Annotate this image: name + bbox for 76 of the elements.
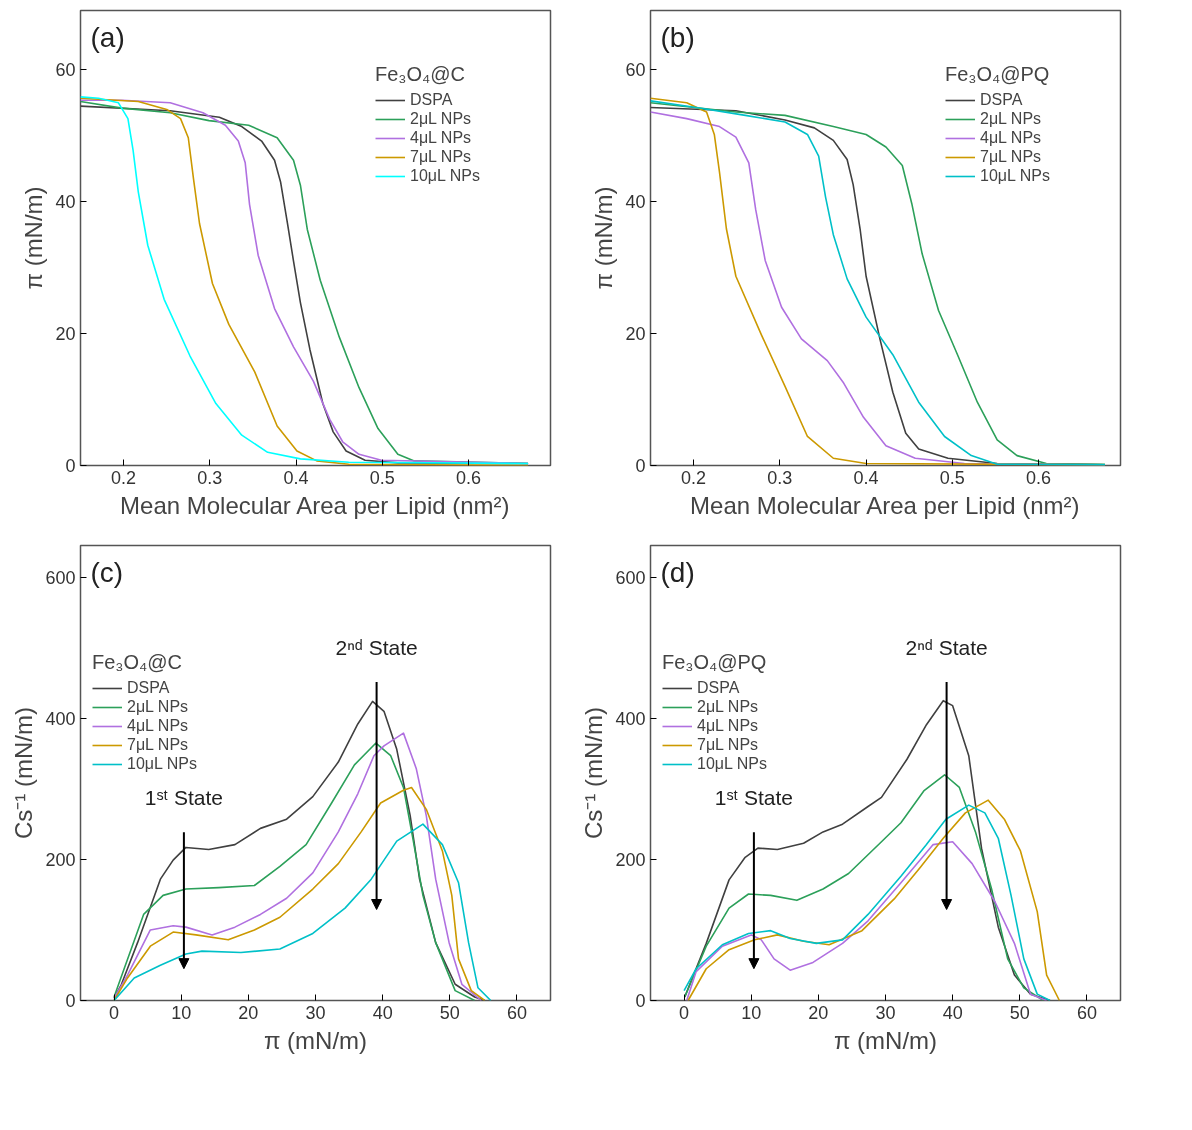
x-tick-label: 50 — [1009, 1002, 1030, 1023]
x-tick-label: 0 — [679, 1002, 690, 1023]
legend-title: Fe₃O₄@PQ — [945, 63, 1050, 86]
annotation: 2ⁿᵈ State — [905, 636, 988, 660]
legend-title: Fe₃O₄@C — [375, 63, 466, 86]
x-tick-label: 0.4 — [283, 467, 309, 488]
legend-label: 4μL NPs — [127, 717, 189, 735]
chart-title: (d) — [660, 556, 695, 588]
x-axis-title: Mean Molecular Area per Lipid (nm²) — [690, 491, 1080, 519]
x-tick-label: 60 — [506, 1002, 527, 1023]
x-tick-label: 0 — [109, 1002, 120, 1023]
y-axis-title: Cs⁻¹ (mN/m) — [580, 707, 608, 839]
chart-title: (a) — [90, 21, 125, 53]
y-axis-title: π (mN/m) — [20, 186, 48, 290]
chart-title: (c) — [90, 556, 124, 588]
y-tick-label: 60 — [625, 60, 646, 81]
x-tick-label: 20 — [808, 1002, 829, 1023]
legend-label: DSPA — [980, 91, 1023, 109]
legend-label: DSPA — [127, 679, 170, 697]
x-tick-label: 30 — [875, 1002, 896, 1023]
x-tick-label: 0.5 — [369, 467, 395, 488]
legend-label: 7μL NPs — [697, 736, 759, 754]
chart-title: (b) — [660, 21, 695, 53]
x-axis-title: π (mN/m) — [263, 1026, 368, 1054]
annotation: 1ˢᵗ State — [714, 786, 794, 810]
legend-label: 2μL NPs — [697, 698, 759, 716]
x-tick-label: 40 — [372, 1002, 393, 1023]
y-tick-label: 40 — [55, 192, 76, 213]
x-tick-label: 0.3 — [197, 467, 223, 488]
y-tick-label: 40 — [625, 192, 646, 213]
x-tick-label: 0.2 — [111, 467, 137, 488]
legend-label: 2μL NPs — [127, 698, 189, 716]
x-axis-title: π (mN/m) — [833, 1026, 938, 1054]
y-tick-label: 60 — [55, 60, 76, 81]
legend-label: 7μL NPs — [127, 736, 189, 754]
legend-label: 4μL NPs — [410, 129, 472, 147]
x-tick-label: 0.2 — [681, 467, 707, 488]
y-axis-title: π (mN/m) — [590, 186, 618, 290]
y-tick-label: 400 — [615, 708, 646, 729]
legend-label: 10μL NPs — [980, 167, 1050, 185]
legend-label: DSPA — [410, 91, 453, 109]
y-tick-label: 400 — [45, 708, 76, 729]
y-axis-title: Cs⁻¹ (mN/m) — [10, 707, 38, 839]
legend-label: 2μL NPs — [980, 110, 1042, 128]
x-tick-label: 0.3 — [767, 467, 793, 488]
x-tick-label: 10 — [741, 1002, 762, 1023]
legend-label: DSPA — [697, 679, 740, 697]
x-tick-label: 0.4 — [853, 467, 879, 488]
x-tick-label: 20 — [238, 1002, 259, 1023]
legend-label: 7μL NPs — [980, 148, 1042, 166]
x-tick-label: 0.6 — [456, 467, 482, 488]
y-tick-label: 600 — [615, 567, 646, 588]
legend-label: 10μL NPs — [127, 755, 197, 773]
x-tick-label: 30 — [305, 1002, 326, 1023]
y-tick-label: 600 — [45, 567, 76, 588]
y-tick-label: 200 — [45, 849, 76, 870]
x-axis-title: Mean Molecular Area per Lipid (nm²) — [120, 491, 510, 519]
x-tick-label: 50 — [439, 1002, 460, 1023]
legend-label: 2μL NPs — [410, 110, 472, 128]
y-tick-label: 200 — [615, 849, 646, 870]
annotation: 2ⁿᵈ State — [335, 636, 418, 660]
legend-label: 10μL NPs — [697, 755, 767, 773]
legend-label: 4μL NPs — [980, 129, 1042, 147]
y-tick-label: 20 — [55, 324, 76, 345]
legend-title: Fe₃O₄@C — [92, 651, 183, 674]
legend-label: 4μL NPs — [697, 717, 759, 735]
x-tick-label: 40 — [942, 1002, 963, 1023]
y-tick-label: 20 — [625, 324, 646, 345]
annotation: 1ˢᵗ State — [144, 786, 224, 810]
x-tick-label: 0.5 — [939, 467, 965, 488]
x-tick-label: 10 — [171, 1002, 192, 1023]
legend-label: 10μL NPs — [410, 167, 480, 185]
legend-label: 7μL NPs — [410, 148, 472, 166]
x-tick-label: 0.6 — [1026, 467, 1052, 488]
x-tick-label: 60 — [1076, 1002, 1097, 1023]
legend-title: Fe₃O₄@PQ — [662, 651, 767, 674]
